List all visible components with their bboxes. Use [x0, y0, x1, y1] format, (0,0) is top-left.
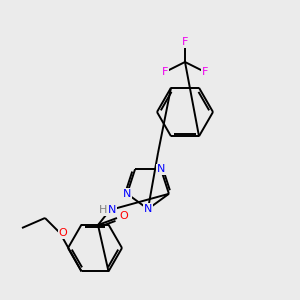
- Text: F: F: [182, 37, 188, 47]
- Text: H: H: [99, 205, 107, 215]
- Text: O: O: [120, 211, 128, 221]
- Text: F: F: [202, 67, 208, 77]
- Text: N: N: [108, 205, 116, 215]
- Text: N: N: [157, 164, 165, 174]
- Text: N: N: [123, 189, 131, 199]
- Text: F: F: [162, 67, 168, 77]
- Text: O: O: [58, 228, 68, 238]
- Text: N: N: [144, 204, 152, 214]
